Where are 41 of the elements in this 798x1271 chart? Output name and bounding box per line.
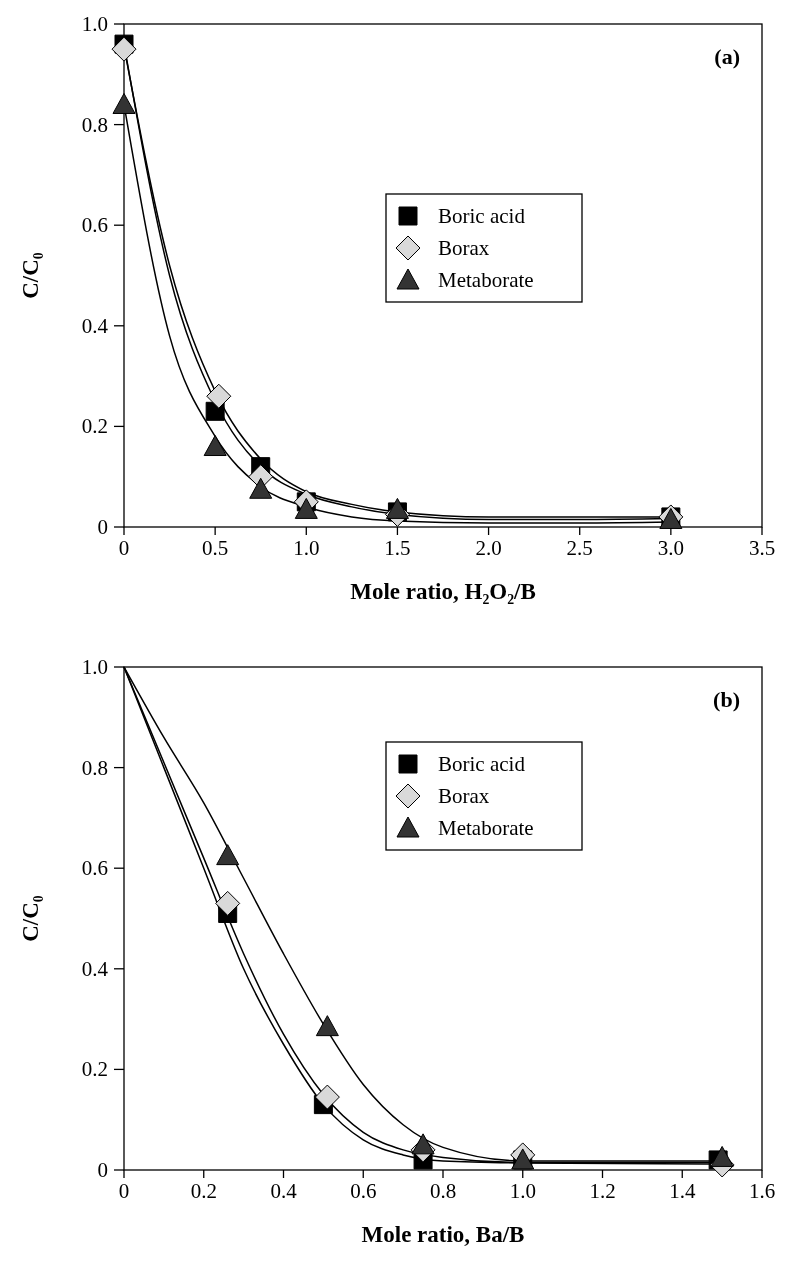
x-tick-label: 0.4 (270, 1179, 298, 1203)
x-tick-label: 1.2 (589, 1179, 616, 1203)
legend-label: Metaborate (438, 268, 534, 292)
x-tick-label: 0.5 (202, 536, 229, 560)
x-tick-label: 1.5 (384, 536, 411, 560)
x-tick-label: 1.0 (293, 536, 320, 560)
x-tick-label: 3.5 (748, 536, 776, 560)
legend-label: Boric acid (438, 204, 526, 228)
y-tick-label: 0.4 (81, 956, 109, 981)
y-tick-label: 0.2 (81, 1057, 108, 1082)
legend-label: Boric acid (438, 752, 526, 776)
x-tick-label: 0 (118, 536, 130, 560)
x-tick-label: 1.4 (669, 1179, 696, 1203)
y-tick-label: 0.6 (81, 856, 108, 881)
x-axis-title: Mole ratio, Ba/B (361, 1222, 525, 1247)
x-tick-label: 2.0 (475, 536, 502, 560)
y-tick-label: 0.8 (81, 755, 108, 780)
legend-label: Borax (438, 236, 490, 260)
y-tick-label: 0 (97, 515, 108, 539)
x-tick-label: 2.5 (566, 536, 593, 560)
x-axis-title: Mole ratio, H₂O₂/B (350, 579, 536, 604)
y-tick-label: 0 (97, 1158, 108, 1182)
x-tick-label: 0 (118, 1179, 130, 1203)
legend-label: Borax (438, 784, 490, 808)
y-tick-label: 0.6 (81, 213, 108, 238)
x-tick-label: 0.8 (429, 1179, 457, 1203)
x-tick-label: 0.6 (350, 1179, 377, 1203)
x-tick-label: 1.0 (509, 1179, 536, 1203)
legend-label: Metaborate (438, 816, 534, 840)
y-tick-label: 1.0 (81, 655, 108, 679)
x-tick-label: 3.0 (657, 536, 684, 560)
annotation: (b) (713, 687, 740, 712)
y-tick-label: 1.0 (81, 12, 108, 36)
y-axis-title: C/C₀ (18, 252, 43, 299)
y-axis-title: C/C₀ (18, 895, 43, 942)
y-tick-label: 0.8 (81, 112, 108, 137)
x-tick-label: 1.6 (748, 1179, 776, 1203)
annotation: (a) (714, 44, 740, 69)
y-tick-label: 0.2 (81, 414, 108, 439)
y-tick-label: 0.4 (81, 313, 109, 338)
x-tick-label: 0.2 (190, 1179, 217, 1203)
